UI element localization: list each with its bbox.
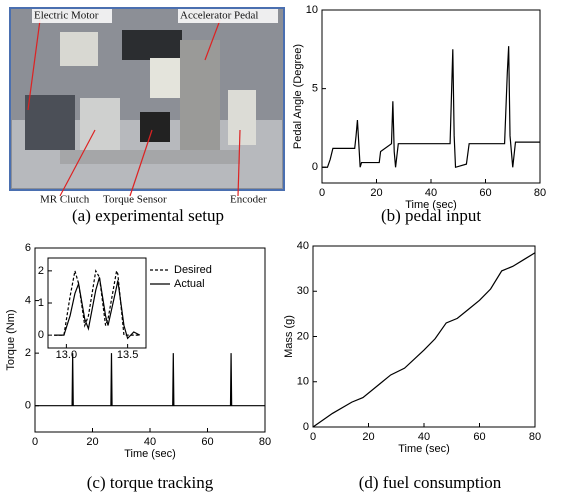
x-axis-label: Time (sec) bbox=[124, 448, 176, 460]
y-tick-label: 1 bbox=[38, 297, 44, 309]
sensor bbox=[140, 112, 170, 142]
y-axis-label: Torque (Nm) bbox=[5, 309, 17, 370]
photo-label: MR Clutch bbox=[40, 194, 90, 206]
y-tick-label: 40 bbox=[297, 240, 309, 252]
y-tick-label: 5 bbox=[312, 83, 318, 95]
x-tick-label: 40 bbox=[425, 187, 437, 199]
photo-label: Torque Sensor bbox=[103, 194, 167, 206]
y-axis-label: Mass (g) bbox=[283, 315, 295, 358]
line-series bbox=[35, 353, 265, 407]
line-series bbox=[54, 268, 140, 336]
x-tick-label: 20 bbox=[362, 431, 374, 443]
y-tick-label: 6 bbox=[25, 242, 31, 254]
x-tick-label: 40 bbox=[418, 431, 430, 443]
y-tick-label: 30 bbox=[297, 285, 309, 297]
device bbox=[60, 32, 98, 66]
x-tick-label: 60 bbox=[201, 436, 213, 448]
y-tick-label: 10 bbox=[297, 376, 309, 388]
y-tick-label: 4 bbox=[25, 294, 31, 306]
x-tick-label: 0 bbox=[319, 187, 325, 199]
y-tick-label: 2 bbox=[38, 265, 44, 277]
y-tick-label: 20 bbox=[297, 330, 309, 342]
line-series bbox=[322, 46, 540, 169]
x-tick-label: 0 bbox=[32, 436, 38, 448]
rail bbox=[60, 150, 240, 164]
y-tick-label: 2 bbox=[25, 347, 31, 359]
x-tick-label: 80 bbox=[529, 431, 541, 443]
x-tick-label: 13.5 bbox=[117, 349, 138, 361]
legend-label: Actual bbox=[174, 278, 205, 290]
x-tick-label: 40 bbox=[144, 436, 156, 448]
y-tick-label: 10 bbox=[306, 4, 318, 16]
plot-area bbox=[321, 9, 541, 184]
x-tick-label: 80 bbox=[259, 436, 271, 448]
y-tick-label: 0 bbox=[303, 421, 309, 433]
line-series bbox=[54, 277, 141, 340]
encoder bbox=[228, 90, 256, 145]
y-tick-label: 0 bbox=[38, 329, 44, 341]
x-tick-label: 60 bbox=[479, 187, 491, 199]
y-tick-label: 0 bbox=[25, 400, 31, 412]
legend-label: Desired bbox=[174, 264, 212, 276]
device bbox=[122, 30, 182, 60]
photo-label: Encoder bbox=[230, 194, 267, 206]
x-axis-label: Time (sec) bbox=[405, 199, 457, 211]
caption: (c) torque tracking bbox=[87, 473, 214, 492]
photo-label: Electric Motor bbox=[34, 10, 99, 22]
x-tick-label: 13.0 bbox=[56, 349, 77, 361]
plot-area bbox=[312, 245, 536, 428]
x-tick-label: 0 bbox=[310, 431, 316, 443]
y-tick-label: 0 bbox=[312, 161, 318, 173]
x-tick-label: 80 bbox=[534, 187, 546, 199]
x-tick-label: 60 bbox=[473, 431, 485, 443]
pointers bbox=[27, 19, 241, 197]
caption: (b) pedal input bbox=[381, 206, 481, 225]
motor bbox=[25, 95, 75, 150]
x-tick-label: 20 bbox=[86, 436, 98, 448]
caption: (a) experimental setup bbox=[72, 206, 224, 225]
caption: (d) fuel consumption bbox=[359, 473, 502, 492]
photo-label: Accelerator Pedal bbox=[180, 10, 258, 22]
line-series bbox=[312, 252, 536, 428]
y-axis-label: Pedal Angle (Degree) bbox=[292, 44, 304, 149]
x-tick-label: 20 bbox=[370, 187, 382, 199]
photo: Electric Motor Accelerator Pedal MR Clut… bbox=[9, 7, 285, 225]
pedal bbox=[180, 40, 220, 150]
x-axis-label: Time (sec) bbox=[398, 443, 450, 455]
